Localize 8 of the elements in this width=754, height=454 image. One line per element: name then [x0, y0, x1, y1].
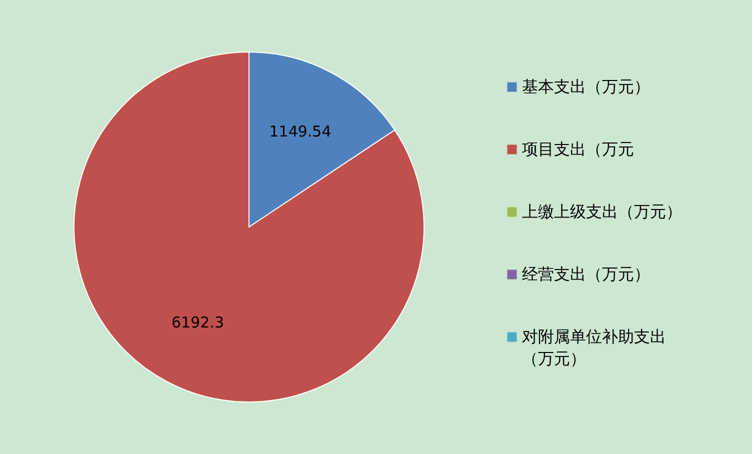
legend-label: 项目支出（万元	[522, 140, 634, 158]
legend-label: 经营支出（万元）	[522, 264, 650, 284]
legend-label: 上缴上级支出（万元）	[522, 202, 682, 221]
data-label: 1149.54	[269, 122, 332, 140]
legend-label: 基本支出（万元）	[522, 77, 650, 96]
data-label: 6192.3	[172, 314, 224, 332]
legend-label: 对附属单位补助支出（万元）	[522, 327, 666, 368]
pie-slice	[74, 52, 424, 402]
